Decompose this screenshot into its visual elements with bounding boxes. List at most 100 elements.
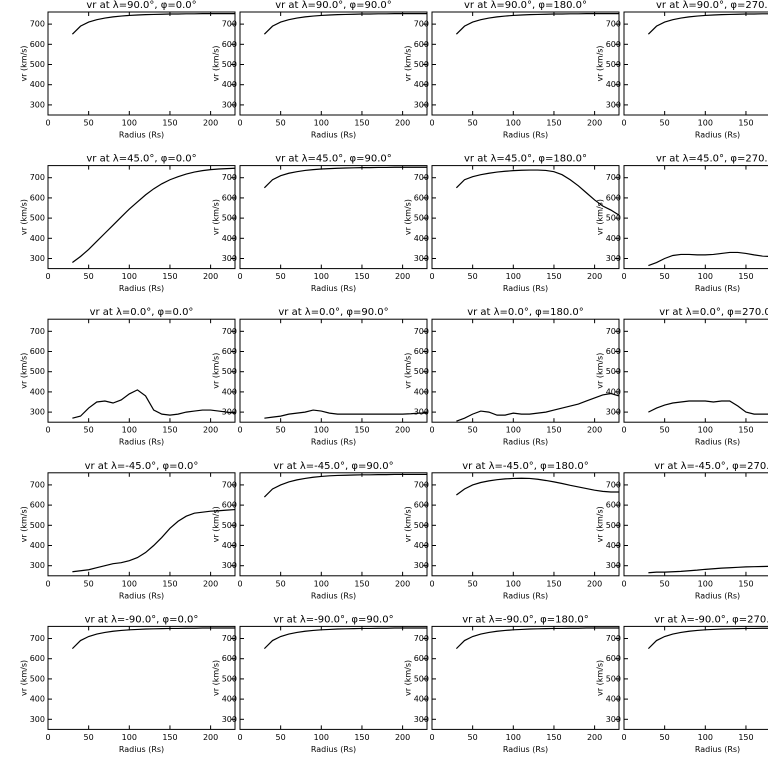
plot-frame: [47, 11, 236, 116]
y-tick-label: 500: [606, 214, 621, 223]
y-tick-label: 400: [606, 234, 621, 243]
data-line: [648, 251, 768, 267]
x-tick-label: 100: [698, 426, 713, 435]
plot-frame: [623, 472, 768, 577]
x-tick-label: 0: [621, 426, 626, 435]
x-tick-label: 150: [546, 119, 561, 128]
y-tick-label: 300: [606, 561, 621, 570]
x-tick-label: 100: [698, 272, 713, 281]
x-axis-label: Radius (Rs): [311, 745, 356, 754]
y-tick-label: 500: [414, 521, 429, 530]
y-axis-label: vr (km/s): [596, 506, 605, 542]
y-tick-label: 600: [30, 654, 45, 663]
y-tick-label: 300: [222, 408, 237, 417]
panel: vr at λ=-90.0°, φ=180.0° 0 50 100 150 200 300 4…: [404, 614, 620, 754]
panel: vr at λ=-90.0°, φ=0.0° 0 50 100 150 200 300 400…: [20, 614, 236, 754]
y-axis-label: vr (km/s): [596, 353, 605, 389]
x-tick-label: 0: [45, 579, 50, 588]
panel-title: vr at λ=-45.0°, φ=0.0°: [85, 461, 199, 472]
x-tick-label: 200: [587, 426, 602, 435]
y-tick-label: 400: [414, 80, 429, 89]
x-tick-label: 0: [237, 733, 242, 742]
y-tick-label: 700: [414, 480, 429, 489]
x-axis-label: Radius (Rs): [311, 284, 356, 293]
y-tick-label: 700: [414, 327, 429, 336]
x-tick-label: 100: [506, 733, 521, 742]
x-axis-label: Radius (Rs): [695, 591, 740, 600]
panel-title: vr at λ=0.0°, φ=270.0°: [659, 307, 768, 318]
y-axis-label: vr (km/s): [212, 353, 221, 389]
panel-title: vr at λ=90.0°, φ=90.0°: [275, 0, 392, 11]
y-tick-label: 700: [30, 480, 45, 489]
panel-title: vr at λ=-45.0°, φ=90.0°: [273, 461, 393, 472]
plot-frame: [239, 165, 428, 270]
y-tick-label: 600: [30, 193, 45, 202]
x-tick-label: 100: [314, 119, 329, 128]
x-tick-label: 50: [276, 272, 286, 281]
data-line: [455, 169, 620, 216]
y-tick-label: 700: [606, 20, 621, 29]
x-tick-label: 100: [122, 119, 137, 128]
y-tick-label: 400: [30, 541, 45, 550]
x-tick-label: 0: [237, 579, 242, 588]
panel: vr at λ=90.0°, φ=180.0° 0 50 100 150 200 300 40…: [404, 0, 620, 140]
panel-title: vr at λ=0.0°, φ=180.0°: [467, 307, 584, 318]
plot-frame: [623, 318, 768, 423]
y-tick-label: 700: [414, 20, 429, 29]
y-axis-label: vr (km/s): [596, 660, 605, 696]
y-tick-label: 400: [414, 541, 429, 550]
x-tick-label: 50: [84, 426, 94, 435]
x-tick-label: 50: [84, 579, 94, 588]
y-tick-label: 300: [606, 254, 621, 263]
y-tick-label: 400: [222, 80, 237, 89]
x-tick-label: 100: [122, 579, 137, 588]
y-tick-label: 400: [30, 234, 45, 243]
x-tick-label: 200: [587, 579, 602, 588]
y-axis-label: vr (km/s): [404, 353, 413, 389]
panel: vr at λ=0.0°, φ=90.0° 0 50 100 150 200 300 400 5…: [212, 307, 428, 447]
y-tick-label: 500: [414, 214, 429, 223]
x-tick-label: 50: [468, 119, 478, 128]
x-tick-label: 200: [395, 426, 410, 435]
panel-title: vr at λ=90.0°, φ=180.0°: [464, 0, 587, 11]
plot-frame: [623, 165, 768, 270]
data-line: [455, 13, 619, 35]
x-tick-label: 50: [468, 579, 478, 588]
data-line: [647, 13, 768, 35]
x-tick-label: 200: [587, 119, 602, 128]
y-tick-label: 500: [30, 367, 45, 376]
x-tick-label: 200: [395, 733, 410, 742]
y-tick-label: 700: [414, 634, 429, 643]
y-tick-label: 700: [606, 634, 621, 643]
x-tick-label: 150: [738, 426, 753, 435]
y-tick-label: 400: [606, 695, 621, 704]
y-tick-label: 300: [222, 254, 237, 263]
x-tick-label: 0: [45, 272, 50, 281]
y-tick-label: 600: [606, 193, 621, 202]
y-axis-label: vr (km/s): [212, 45, 221, 81]
x-tick-label: 0: [237, 272, 242, 281]
x-tick-label: 0: [45, 733, 50, 742]
x-tick-label: 100: [506, 426, 521, 435]
x-tick-label: 200: [203, 272, 218, 281]
y-tick-label: 700: [30, 20, 45, 29]
x-tick-label: 0: [429, 426, 434, 435]
data-line: [263, 473, 427, 498]
y-tick-label: 600: [30, 501, 45, 510]
plot-frame: [431, 318, 620, 423]
x-tick-label: 150: [738, 733, 753, 742]
x-tick-label: 50: [468, 272, 478, 281]
plot-frame: [239, 625, 428, 730]
x-tick-label: 150: [738, 579, 753, 588]
y-axis-label: vr (km/s): [212, 199, 221, 235]
y-tick-label: 600: [222, 40, 237, 49]
y-axis-label: vr (km/s): [404, 45, 413, 81]
y-tick-label: 700: [30, 634, 45, 643]
x-tick-label: 0: [621, 579, 626, 588]
data-line: [71, 627, 235, 650]
panel: vr at λ=-45.0°, φ=270.0°0501001502003004…: [596, 461, 768, 600]
y-tick-label: 400: [606, 541, 621, 550]
panel-title: vr at λ=45.0°, φ=0.0°: [86, 154, 196, 165]
x-tick-label: 150: [162, 579, 177, 588]
